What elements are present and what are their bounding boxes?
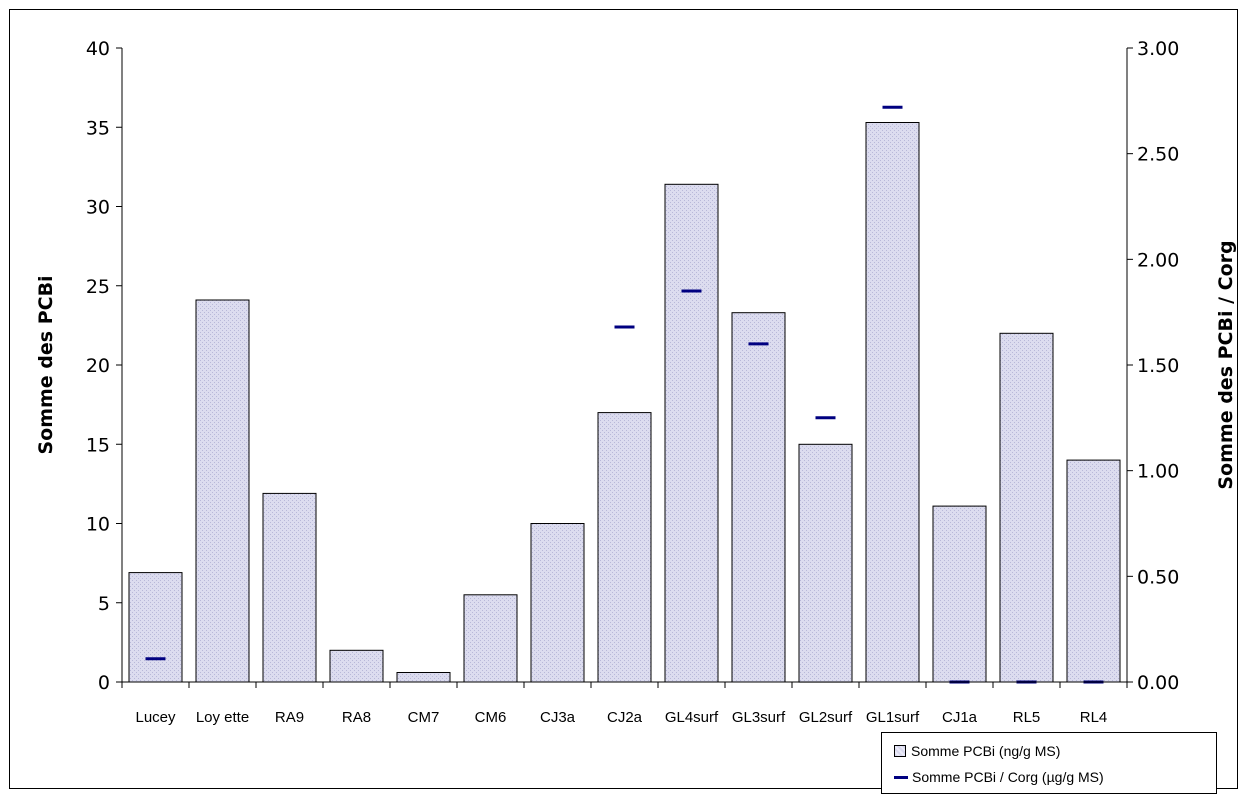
bar-gl4surf bbox=[664, 183, 719, 683]
x-category-label: RL4 bbox=[1080, 709, 1108, 726]
x-category-label: RL5 bbox=[1013, 709, 1041, 726]
dash-swatch-icon bbox=[894, 775, 908, 779]
left-tick-label: 10 bbox=[86, 514, 110, 536]
x-category-label: Lucey bbox=[135, 709, 176, 726]
right-tick-label: 3.00 bbox=[1137, 38, 1179, 60]
left-tick-label: 35 bbox=[86, 117, 110, 139]
bar-cj3a bbox=[530, 523, 585, 683]
left-y-axis-title: Somme des PCBi bbox=[35, 275, 57, 454]
bar-cm7 bbox=[396, 672, 451, 683]
x-category-label: CM6 bbox=[475, 709, 507, 726]
right-tick-label: 2.00 bbox=[1137, 249, 1179, 271]
left-y-ticks: 0 5 10 15 20 25 30 35 40 bbox=[86, 38, 122, 694]
bar-rl5 bbox=[999, 332, 1054, 683]
x-category-ticks: Lucey Loy ette RA9 RA8 CM7 CM6 CJ3a CJ2a GL4surf… bbox=[121, 682, 1128, 726]
bar-gl1surf bbox=[865, 122, 920, 683]
left-tick-label: 40 bbox=[86, 38, 110, 60]
bar-rl4 bbox=[1066, 459, 1121, 683]
bar-gl2surf bbox=[798, 443, 853, 683]
right-y-axis-title: Somme des PCBi / Corg bbox=[1215, 240, 1237, 489]
x-category-label: CJ3a bbox=[540, 709, 576, 726]
bar-loyette bbox=[195, 299, 250, 683]
right-tick-label: 2.50 bbox=[1137, 144, 1179, 166]
right-tick-label: 0.00 bbox=[1137, 672, 1179, 694]
x-category-label: RA8 bbox=[342, 709, 371, 726]
legend: Somme PCBi (ng/g MS) Somme PCBi / Corg (… bbox=[881, 732, 1217, 794]
bar-ra9 bbox=[262, 492, 317, 683]
legend-item-ratio: Somme PCBi / Corg (µg/g MS) bbox=[894, 767, 1104, 787]
x-category-label: GL2surf bbox=[799, 709, 853, 726]
legend-bar-label: Somme PCBi (ng/g MS) bbox=[911, 743, 1061, 759]
right-tick-label: 1.50 bbox=[1137, 355, 1179, 377]
legend-line-label: Somme PCBi / Corg (µg/g MS) bbox=[912, 769, 1104, 785]
bar-cj1a bbox=[932, 505, 987, 683]
right-y-ticks: 0.00 0.50 1.00 1.50 2.00 2.50 3.00 bbox=[1127, 38, 1179, 694]
bar-ra8 bbox=[329, 649, 384, 683]
bars-layer bbox=[128, 122, 1121, 683]
x-category-label: Loy ette bbox=[196, 709, 249, 726]
x-category-label: CM7 bbox=[408, 709, 440, 726]
x-category-label: RA9 bbox=[275, 709, 304, 726]
bar-cj2a bbox=[597, 412, 652, 683]
left-tick-label: 5 bbox=[98, 593, 110, 615]
right-tick-label: 1.00 bbox=[1137, 461, 1179, 483]
bar-gl3surf bbox=[731, 312, 786, 683]
left-tick-label: 20 bbox=[86, 355, 110, 377]
bar-lucey bbox=[128, 572, 183, 683]
x-category-label: CJ1a bbox=[942, 709, 978, 726]
bar-swatch-icon bbox=[894, 745, 906, 757]
legend-item-bars: Somme PCBi (ng/g MS) bbox=[894, 741, 1060, 761]
x-category-label: GL1surf bbox=[866, 709, 920, 726]
left-tick-label: 30 bbox=[86, 197, 110, 219]
right-tick-label: 0.50 bbox=[1137, 566, 1179, 588]
left-tick-label: 0 bbox=[98, 672, 110, 694]
x-category-label: CJ2a bbox=[607, 709, 643, 726]
x-category-label: GL3surf bbox=[732, 709, 786, 726]
left-tick-label: 15 bbox=[86, 434, 110, 456]
left-tick-label: 25 bbox=[86, 276, 110, 298]
x-category-label: GL4surf bbox=[665, 709, 719, 726]
bar-cm6 bbox=[463, 594, 518, 683]
